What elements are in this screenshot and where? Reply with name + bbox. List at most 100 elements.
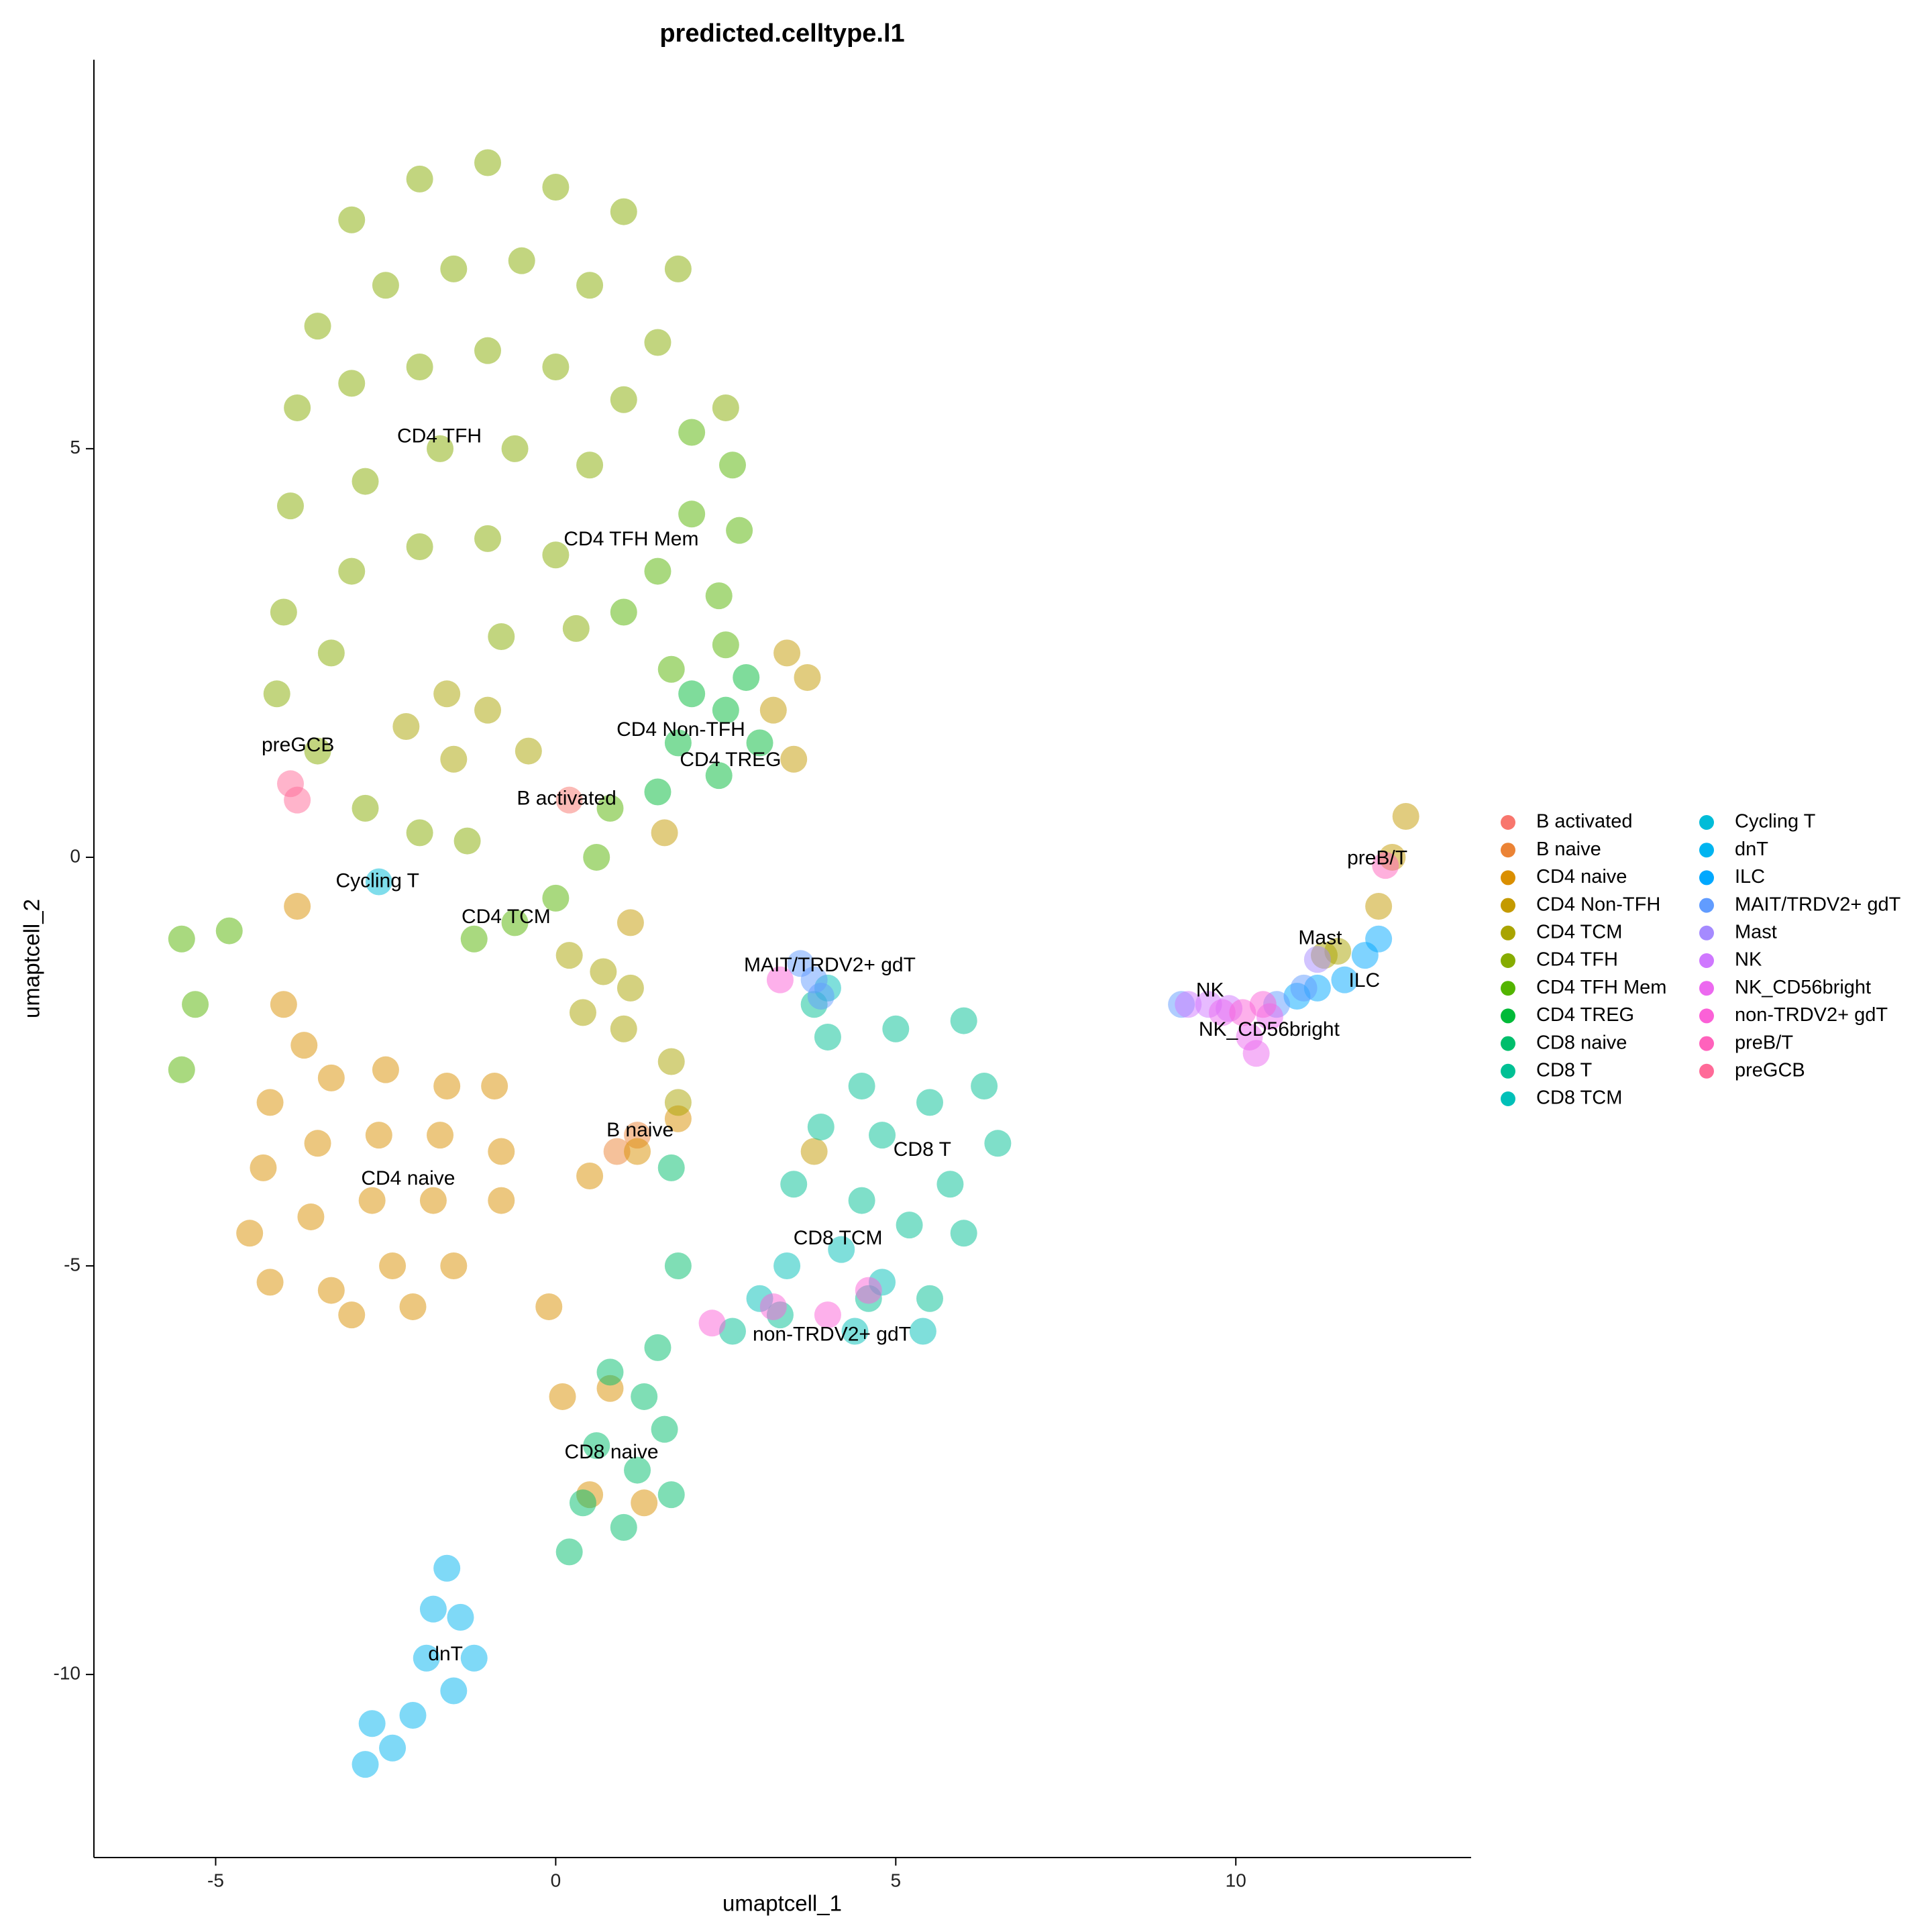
point — [399, 1702, 427, 1729]
point — [712, 631, 739, 659]
point — [780, 1171, 808, 1198]
point — [555, 1538, 583, 1566]
point — [440, 1677, 468, 1705]
point — [453, 827, 481, 855]
point — [358, 1710, 386, 1737]
legend-swatch — [1501, 953, 1515, 968]
point — [590, 958, 617, 985]
point — [413, 1644, 440, 1672]
point — [338, 1301, 366, 1329]
point — [542, 541, 570, 569]
point — [555, 942, 583, 969]
point — [365, 1122, 392, 1149]
point — [712, 696, 739, 724]
x-tick-label: 10 — [1226, 1870, 1246, 1890]
point — [759, 1293, 787, 1320]
point — [549, 1383, 576, 1410]
cluster-label: CD8 TCM — [794, 1227, 883, 1249]
cluster-label: CD4 TCM — [462, 906, 551, 928]
point — [657, 1154, 685, 1181]
point — [284, 394, 311, 421]
point — [616, 974, 644, 1002]
legend-swatch — [1699, 981, 1714, 996]
point — [1365, 925, 1393, 953]
point — [338, 370, 366, 397]
point — [950, 1220, 977, 1247]
point — [759, 696, 787, 724]
point — [406, 165, 433, 193]
point — [447, 1603, 474, 1631]
legend-label: CD4 TFH — [1536, 949, 1618, 971]
legend-label: CD4 TFH Mem — [1536, 977, 1666, 998]
point — [569, 999, 596, 1026]
point — [651, 819, 678, 847]
point — [746, 729, 773, 757]
legend-swatch — [1699, 843, 1714, 858]
legend-swatch — [1501, 1008, 1515, 1024]
point — [358, 1187, 386, 1214]
point — [814, 1301, 841, 1329]
legend-label: preB/T — [1735, 1032, 1793, 1053]
point — [263, 680, 290, 708]
point — [610, 598, 637, 626]
point — [406, 354, 433, 381]
chart-title: predicted.celltype.l1 — [659, 19, 904, 48]
point — [1249, 991, 1277, 1018]
point — [562, 614, 590, 642]
point — [256, 1269, 284, 1296]
point — [352, 468, 379, 495]
legend-swatch — [1699, 898, 1714, 913]
point — [379, 1734, 407, 1762]
point — [616, 909, 644, 936]
legend-label: dnT — [1735, 839, 1768, 860]
point — [474, 337, 502, 364]
point — [1175, 991, 1202, 1018]
legend-swatch — [1699, 1008, 1714, 1024]
point — [794, 663, 821, 691]
point — [807, 1113, 835, 1140]
point — [1242, 1040, 1270, 1067]
legend-label: CD4 TCM — [1536, 921, 1622, 943]
point — [440, 1252, 468, 1280]
point — [488, 1187, 515, 1214]
point — [624, 1456, 651, 1484]
legend-label: NK_CD56bright — [1735, 977, 1871, 998]
cluster-label: ILC — [1348, 969, 1380, 991]
legend-label: ILC — [1735, 866, 1765, 888]
point — [576, 1163, 604, 1190]
point — [610, 1015, 637, 1042]
legend-swatch — [1501, 1091, 1515, 1106]
point — [379, 1252, 407, 1280]
point — [610, 1513, 637, 1541]
point — [644, 557, 672, 585]
point — [583, 1432, 610, 1460]
point — [406, 533, 433, 561]
x-axis-title: umaptcell_1 — [722, 1891, 842, 1916]
point — [916, 1089, 943, 1116]
legend-swatch — [1501, 815, 1515, 830]
point — [290, 1032, 318, 1059]
point — [215, 917, 243, 945]
legend-swatch — [1501, 843, 1515, 858]
point — [780, 745, 808, 773]
legend-label: Mast — [1735, 921, 1777, 943]
point — [807, 983, 835, 1010]
point — [705, 582, 733, 610]
point — [1229, 999, 1256, 1026]
cluster-label: CD4 TREG — [680, 749, 781, 771]
point — [433, 1073, 461, 1100]
point — [501, 435, 529, 462]
point — [603, 1138, 631, 1165]
point — [569, 1489, 596, 1517]
point — [304, 737, 331, 765]
point — [488, 623, 515, 651]
legend-label: non-TRDV2+ gdT — [1735, 1004, 1888, 1026]
point — [596, 794, 624, 822]
legend-swatch — [1501, 1063, 1515, 1079]
legend-label: MAIT/TRDV2+ gdT — [1735, 894, 1901, 915]
point — [1303, 946, 1331, 973]
point — [372, 1056, 399, 1083]
point — [1331, 966, 1358, 994]
legend-swatch — [1699, 1036, 1714, 1051]
point — [474, 525, 502, 552]
